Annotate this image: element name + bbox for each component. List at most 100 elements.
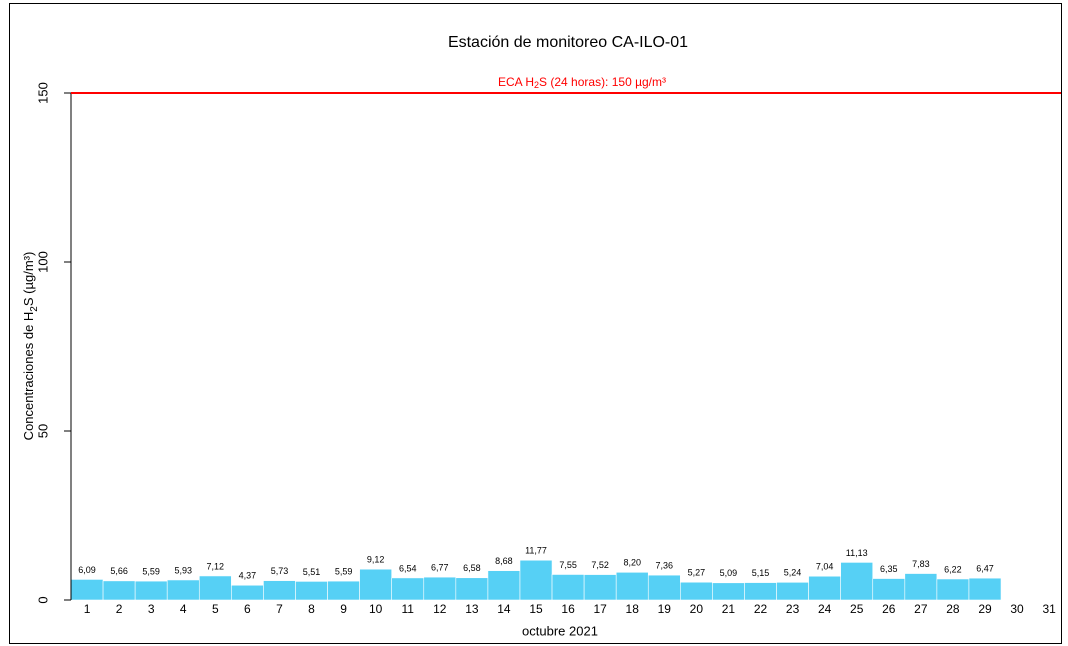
x-tick-label: 21 — [722, 602, 736, 616]
bar — [968, 577, 1002, 601]
x-axis-label: octubre 2021 — [522, 623, 598, 638]
x-tick-label: 19 — [658, 602, 672, 616]
x-tick-label: 18 — [626, 602, 640, 616]
y-tick-label: 100 — [35, 251, 50, 273]
data-label: 7,52 — [591, 560, 609, 570]
data-label: 6,47 — [976, 564, 994, 574]
x-tick-label: 6 — [244, 602, 251, 616]
bar — [455, 577, 489, 601]
data-label: 6,22 — [944, 564, 962, 574]
data-label: 5,59 — [335, 566, 353, 576]
x-tick-label: 14 — [497, 602, 511, 616]
data-label: 4,37 — [239, 571, 257, 581]
reference-label-part: ECA H — [498, 75, 534, 89]
data-label: 6,09 — [78, 565, 96, 575]
bar — [487, 570, 521, 601]
bar — [327, 580, 360, 601]
bar — [70, 579, 104, 601]
bar — [680, 581, 713, 601]
bar — [744, 582, 777, 601]
x-tick-label: 5 — [212, 602, 219, 616]
y-label-sub: 2 — [29, 306, 40, 312]
x-tick-label: 10 — [369, 602, 383, 616]
data-label: 5,24 — [784, 568, 802, 578]
y-axis-label: Concentraciones de H2S (µg/m³) — [21, 252, 39, 441]
x-tick-label: 24 — [818, 602, 832, 616]
x-tick-label: 20 — [690, 602, 704, 616]
bar — [615, 571, 649, 601]
data-label: 5,51 — [303, 567, 321, 577]
x-tick-label: 12 — [433, 602, 447, 616]
data-label: 8,68 — [495, 556, 513, 566]
data-label: 9,12 — [367, 555, 385, 565]
x-tick-label: 9 — [340, 602, 347, 616]
data-label: 6,54 — [399, 563, 417, 573]
x-tick-label: 26 — [882, 602, 896, 616]
x-tick-label: 8 — [308, 602, 315, 616]
x-tick-label: 22 — [754, 602, 768, 616]
bar — [776, 581, 809, 601]
bar — [936, 578, 970, 601]
data-label: 7,12 — [207, 561, 225, 571]
x-tick-label: 16 — [561, 602, 575, 616]
x-tick-label: 3 — [148, 602, 155, 616]
data-label: 7,55 — [559, 560, 577, 570]
data-label: 11,13 — [846, 548, 868, 558]
bar — [198, 575, 232, 601]
data-label: 11,77 — [525, 546, 547, 556]
data-label: 5,73 — [271, 566, 289, 576]
bar — [808, 575, 841, 601]
data-label: 5,27 — [688, 568, 706, 578]
x-tick-label: 2 — [116, 602, 123, 616]
bar — [263, 580, 296, 601]
bar — [134, 580, 168, 601]
bar — [840, 562, 874, 601]
data-label: 6,58 — [463, 563, 481, 573]
data-label: 5,09 — [720, 568, 738, 578]
y-label-part: S (µg/m³) — [21, 252, 36, 306]
data-label: 5,15 — [752, 568, 770, 578]
y-tick-label: 150 — [35, 82, 50, 104]
data-label: 6,35 — [880, 564, 898, 574]
data-label: 7,04 — [816, 562, 834, 572]
chart-title: Estación de monitoreo CA-ILO-01 — [448, 34, 688, 51]
bar — [359, 568, 393, 601]
data-label: 7,83 — [912, 559, 930, 569]
reference-label-sub: 2 — [534, 80, 539, 90]
x-tick-label: 11 — [402, 602, 415, 616]
x-tick-label: 7 — [276, 602, 283, 616]
reference-label: ECA H2S (24 horas): 150 µg/m³ — [498, 75, 666, 90]
y-tick-label: 0 — [35, 596, 50, 603]
bar — [904, 573, 938, 601]
reference-label-part: S (24 horas): 150 µg/m³ — [539, 75, 666, 89]
bar — [295, 581, 328, 601]
x-tick-label: 31 — [1042, 602, 1056, 616]
y-tick-label: 50 — [35, 424, 50, 438]
x-tick-label: 29 — [978, 602, 992, 616]
bar — [231, 584, 264, 601]
bar — [519, 559, 553, 601]
x-tick-label: 15 — [529, 602, 543, 616]
data-label: 8,20 — [623, 558, 641, 568]
data-label: 5,66 — [110, 566, 128, 576]
bar — [423, 576, 457, 601]
x-tick-label: 13 — [465, 602, 479, 616]
bar — [647, 574, 681, 601]
data-label: 6,77 — [431, 562, 449, 572]
data-label: 5,93 — [174, 565, 192, 575]
y-label-part: Concentraciones de H — [21, 312, 36, 441]
x-tick-label: 30 — [1010, 602, 1024, 616]
x-tick-label: 28 — [946, 602, 960, 616]
frame — [9, 3, 1062, 644]
bar — [166, 579, 200, 601]
x-tick-label: 23 — [786, 602, 800, 616]
x-tick-label: 27 — [914, 602, 928, 616]
x-tick-label: 25 — [850, 602, 864, 616]
bar — [712, 582, 745, 601]
bar — [872, 578, 906, 601]
x-tick-label: 17 — [593, 602, 607, 616]
bar — [102, 580, 136, 601]
data-label: 5,59 — [142, 566, 160, 576]
bar — [391, 577, 425, 601]
